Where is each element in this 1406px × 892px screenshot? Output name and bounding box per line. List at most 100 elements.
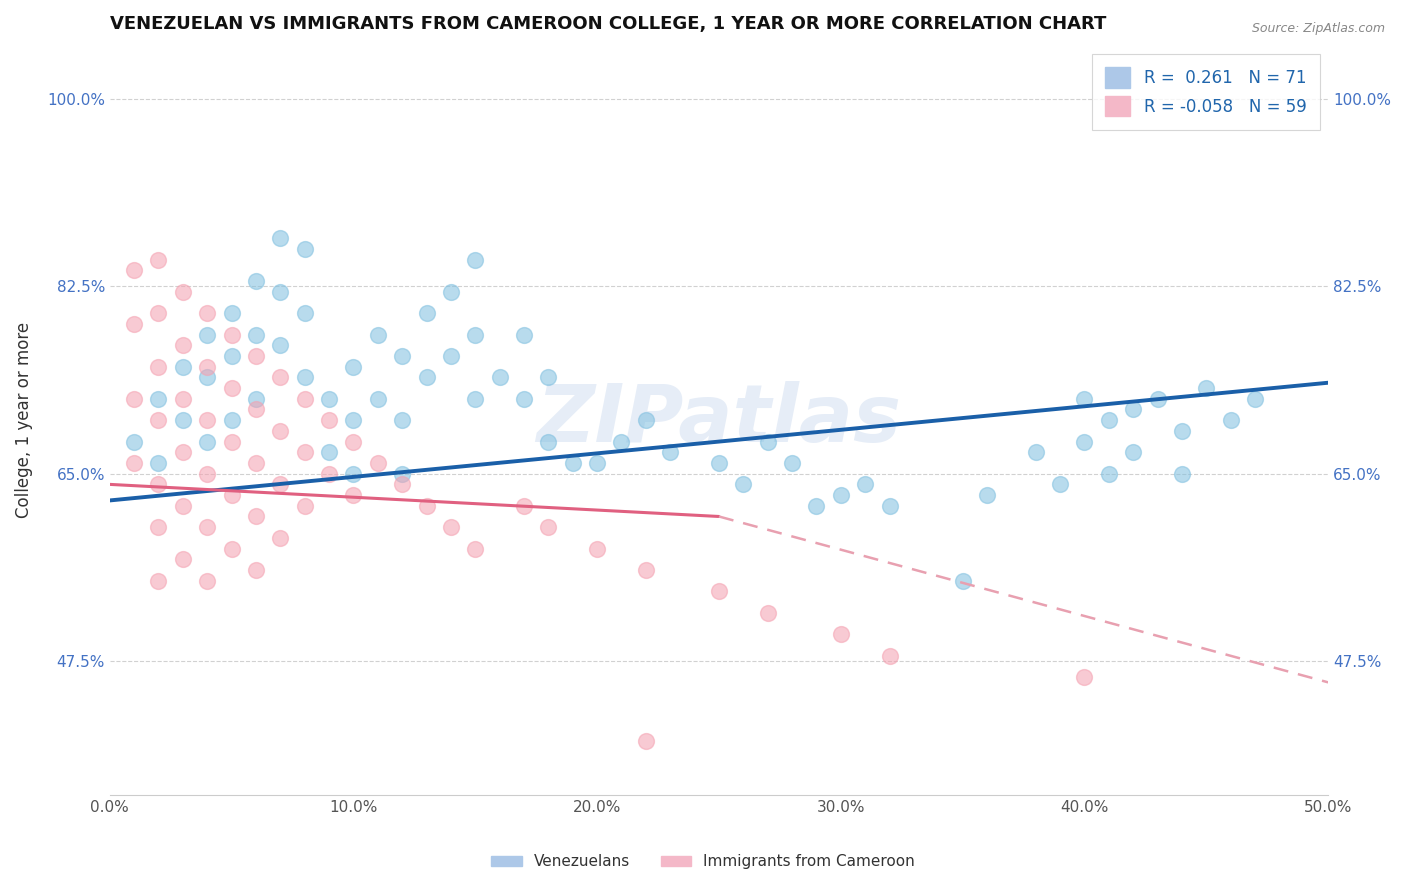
Point: [245, 563, 267, 577]
Point: [634, 734, 657, 748]
Point: [1171, 424, 1194, 438]
Point: [976, 488, 998, 502]
Point: [195, 370, 218, 384]
Point: [269, 424, 291, 438]
Point: [269, 531, 291, 545]
Point: [195, 434, 218, 449]
Point: [269, 477, 291, 491]
Point: [756, 434, 779, 449]
Point: [195, 306, 218, 320]
Point: [195, 359, 218, 374]
Point: [853, 477, 876, 491]
Point: [148, 413, 170, 427]
Point: [318, 445, 340, 459]
Point: [1146, 392, 1168, 406]
Point: [148, 359, 170, 374]
Point: [172, 392, 194, 406]
Point: [806, 499, 828, 513]
Point: [464, 541, 486, 556]
Point: [195, 413, 218, 427]
Point: [537, 434, 560, 449]
Point: [172, 552, 194, 566]
Point: [391, 413, 413, 427]
Point: [294, 242, 316, 256]
Point: [756, 606, 779, 620]
Text: Source: ZipAtlas.com: Source: ZipAtlas.com: [1251, 22, 1385, 36]
Point: [269, 231, 291, 245]
Point: [367, 327, 389, 342]
Point: [294, 306, 316, 320]
Point: [195, 467, 218, 481]
Point: [707, 456, 730, 470]
Point: [172, 338, 194, 352]
Point: [830, 488, 852, 502]
Point: [172, 445, 194, 459]
Point: [148, 306, 170, 320]
Point: [342, 413, 364, 427]
Point: [537, 520, 560, 534]
Point: [367, 392, 389, 406]
Point: [1219, 413, 1241, 427]
Point: [1098, 467, 1121, 481]
Point: [367, 456, 389, 470]
Point: [488, 370, 510, 384]
Point: [172, 413, 194, 427]
Point: [342, 359, 364, 374]
Point: [537, 370, 560, 384]
Point: [1073, 392, 1095, 406]
Point: [586, 541, 609, 556]
Point: [1073, 434, 1095, 449]
Point: [195, 574, 218, 588]
Point: [440, 349, 463, 363]
Text: VENEZUELAN VS IMMIGRANTS FROM CAMEROON COLLEGE, 1 YEAR OR MORE CORRELATION CHART: VENEZUELAN VS IMMIGRANTS FROM CAMEROON C…: [110, 15, 1107, 33]
Point: [195, 327, 218, 342]
Point: [221, 381, 243, 395]
Point: [269, 338, 291, 352]
Point: [148, 477, 170, 491]
Point: [952, 574, 974, 588]
Point: [464, 392, 486, 406]
Point: [1195, 381, 1218, 395]
Point: [221, 413, 243, 427]
Y-axis label: College, 1 year or more: College, 1 year or more: [15, 322, 32, 518]
Point: [634, 563, 657, 577]
Point: [707, 584, 730, 599]
Point: [415, 306, 437, 320]
Point: [879, 648, 901, 663]
Point: [172, 499, 194, 513]
Point: [561, 456, 583, 470]
Point: [391, 477, 413, 491]
Point: [440, 285, 463, 299]
Point: [148, 520, 170, 534]
Point: [342, 434, 364, 449]
Point: [221, 306, 243, 320]
Point: [464, 252, 486, 267]
Point: [148, 456, 170, 470]
Point: [415, 370, 437, 384]
Legend: Venezuelans, Immigrants from Cameroon: Venezuelans, Immigrants from Cameroon: [485, 848, 921, 875]
Point: [221, 327, 243, 342]
Point: [148, 252, 170, 267]
Point: [1073, 670, 1095, 684]
Point: [294, 370, 316, 384]
Point: [245, 402, 267, 417]
Point: [586, 456, 609, 470]
Point: [172, 285, 194, 299]
Point: [195, 520, 218, 534]
Point: [318, 392, 340, 406]
Point: [659, 445, 682, 459]
Point: [513, 499, 536, 513]
Point: [269, 285, 291, 299]
Point: [221, 349, 243, 363]
Point: [221, 541, 243, 556]
Point: [122, 392, 145, 406]
Point: [318, 413, 340, 427]
Point: [245, 392, 267, 406]
Point: [1122, 445, 1144, 459]
Point: [1244, 392, 1267, 406]
Point: [148, 392, 170, 406]
Point: [879, 499, 901, 513]
Point: [294, 499, 316, 513]
Point: [513, 392, 536, 406]
Point: [245, 509, 267, 524]
